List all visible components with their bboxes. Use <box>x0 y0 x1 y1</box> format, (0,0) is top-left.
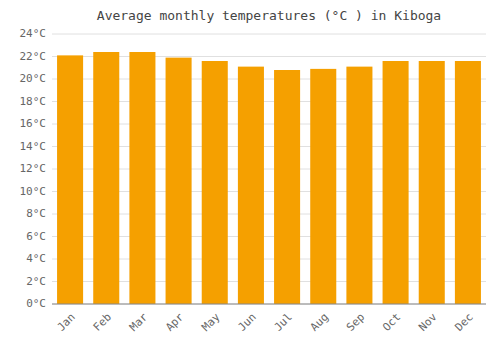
bar <box>310 69 336 304</box>
grid-line <box>52 304 486 305</box>
x-tick-label: Jan <box>55 311 78 334</box>
y-tick-label: 2°C <box>26 275 46 288</box>
y-tick-label: 6°C <box>26 230 46 243</box>
bar <box>274 70 300 304</box>
bar <box>202 61 228 304</box>
x-tick-label: Jun <box>235 311 258 334</box>
y-tick-label: 20°C <box>20 72 47 85</box>
y-tick-label: 10°C <box>20 185 47 198</box>
grid-line <box>52 34 486 35</box>
bar <box>455 61 481 304</box>
y-tick-label: 16°C <box>20 117 47 130</box>
bar <box>93 52 119 304</box>
bars <box>57 52 481 304</box>
chart: 0°C 2°C 4°C 6°C 8°C 10°C 12°C 14°C 16°C 18°C 20°C 2… <box>0 0 500 350</box>
x-tick-label: Oct <box>380 311 403 334</box>
x-tick-label: Nov <box>416 310 440 334</box>
y-tick-label: 8°C <box>26 207 46 220</box>
grid <box>52 34 486 304</box>
x-tick-label: Dec <box>452 311 475 334</box>
bar <box>383 61 409 304</box>
bar <box>346 67 372 304</box>
bar <box>129 52 155 304</box>
bar <box>166 58 192 304</box>
y-tick-label: 4°C <box>26 252 46 265</box>
title: Average monthly temperatures (°C ) in Ki… <box>97 8 441 23</box>
y-tick-label: 12°C <box>20 162 47 175</box>
y-tick-label: 24°C <box>20 27 47 40</box>
y-tick-label: 22°C <box>20 50 47 63</box>
bar <box>57 55 83 304</box>
y-tick-label: 18°C <box>20 95 47 108</box>
x-tick-label: Jul <box>272 311 295 334</box>
y-tick-label: 14°C <box>20 140 47 153</box>
x-tick-label: Mar <box>127 310 151 334</box>
x-tick-label: May <box>199 310 223 334</box>
x-tick-label: Apr <box>163 310 187 334</box>
bar <box>419 61 445 304</box>
y-tick-label: 0°C <box>26 297 46 310</box>
x-tick-label: Aug <box>308 311 331 334</box>
bar <box>238 67 264 304</box>
x-tick-label: Feb <box>91 311 114 334</box>
x-axis <box>52 304 486 305</box>
x-tick-label: Sep <box>344 311 367 334</box>
